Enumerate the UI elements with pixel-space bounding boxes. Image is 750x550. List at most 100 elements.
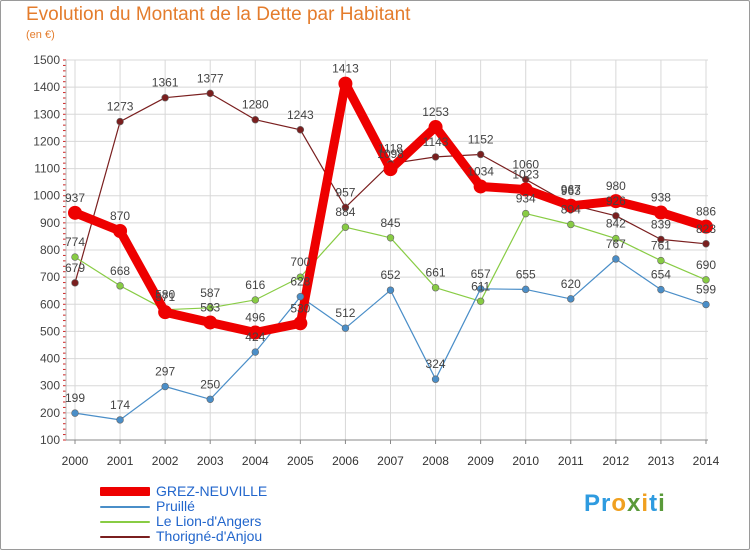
data-label: 679 (65, 261, 85, 275)
data-point (161, 94, 169, 102)
data-point (608, 194, 623, 209)
data-label: 512 (335, 306, 355, 320)
x-tick-label: 2010 (512, 454, 539, 468)
data-label: 700 (290, 255, 310, 269)
y-tick-label: 500 (40, 324, 60, 338)
data-point (612, 234, 620, 243)
logo-letter: t (649, 490, 659, 517)
x-tick-label: 2012 (603, 454, 630, 468)
data-label: 938 (651, 191, 671, 205)
data-point (431, 153, 440, 161)
data-label: 174 (110, 398, 130, 412)
legend-swatch (100, 536, 150, 538)
data-point (518, 182, 533, 197)
data-label: 571 (155, 290, 175, 304)
x-tick-label: 2000 (62, 454, 89, 468)
legend-swatch (100, 506, 150, 508)
legend-label: GREZ-NEUVILLE (156, 483, 268, 499)
legend-item: Thorigné-d'Anjou (100, 528, 320, 544)
chart-legend: GREZ-NEUVILLE Pruillé Le Lion-d'Angers Thor… (100, 483, 320, 544)
data-point (476, 297, 485, 305)
data-point (116, 282, 124, 290)
y-tick-label: 1200 (33, 134, 60, 148)
data-point (116, 416, 124, 424)
data-label: 1023 (512, 167, 539, 181)
x-tick-label: 2014 (693, 454, 720, 468)
x-tick-label: 2004 (242, 454, 269, 468)
data-point (341, 203, 350, 212)
x-tick-label: 2002 (152, 454, 179, 468)
y-tick-label: 1400 (33, 80, 60, 94)
x-tick-label: 2003 (197, 454, 224, 468)
data-label: 926 (606, 194, 626, 208)
data-point (113, 224, 128, 238)
y-tick-label: 400 (40, 352, 60, 366)
legend-swatch (100, 521, 150, 523)
data-label: 628 (290, 275, 310, 289)
data-label: 980 (606, 179, 626, 193)
line-chart: 100 200 300 400 500 600 700 800 900 1000 1100 1200 1… (33, 53, 720, 468)
y-tick-label: 800 (40, 243, 60, 257)
data-point (71, 279, 79, 287)
data-label: 661 (426, 266, 446, 280)
data-point (206, 304, 214, 312)
data-label: 1060 (512, 157, 539, 171)
logo-letter: x (627, 490, 642, 517)
data-point (702, 240, 710, 248)
data-label: 967 (561, 183, 581, 197)
data-label: 657 (471, 267, 491, 281)
y-tick-label: 200 (40, 406, 60, 420)
data-label: 842 (606, 217, 626, 231)
data-label: 870 (110, 209, 130, 223)
data-point (699, 219, 713, 234)
data-label: 839 (651, 217, 671, 231)
data-point (206, 89, 214, 98)
legend-label: Le Lion-d'Angers (156, 513, 262, 529)
data-label: 530 (290, 301, 310, 315)
data-point (476, 150, 485, 159)
y-tick-label: 100 (40, 433, 60, 447)
data-label: 1034 (467, 164, 494, 178)
data-point (612, 212, 620, 220)
y-tick-label: 900 (40, 216, 60, 230)
data-label: 894 (561, 202, 581, 216)
data-label: 957 (335, 185, 355, 199)
data-point (338, 76, 353, 91)
data-label: 533 (200, 300, 220, 314)
data-label: 1361 (152, 76, 179, 90)
data-label: 652 (380, 268, 400, 282)
data-point (383, 162, 398, 177)
data-label: 599 (696, 283, 716, 297)
logo-letter: i (641, 490, 650, 517)
data-point (428, 120, 443, 135)
data-label: 1243 (287, 108, 314, 122)
x-tick-label: 2013 (648, 454, 675, 468)
legend-label: Thorigné-d'Anjou (156, 528, 263, 544)
x-tick-label: 2005 (287, 454, 314, 468)
chart-unit-subtitle: (en €) (26, 29, 55, 41)
data-point (296, 273, 305, 281)
data-point (431, 375, 440, 383)
data-point (431, 284, 440, 292)
y-tick-label: 1300 (33, 107, 60, 121)
y-tick-label: 1100 (34, 162, 60, 176)
data-label: 587 (200, 286, 220, 300)
data-label: 668 (110, 264, 130, 278)
data-point (612, 255, 620, 263)
x-tick-label: 2011 (558, 454, 584, 468)
data-point (386, 286, 395, 294)
data-point (476, 285, 485, 293)
x-tick-label: 2006 (332, 454, 359, 468)
data-label: 1152 (468, 132, 494, 146)
data-point (341, 223, 350, 231)
data-point (563, 198, 578, 213)
data-point (522, 285, 530, 294)
data-label: 963 (561, 184, 581, 198)
data-label: 496 (245, 311, 265, 325)
x-tick-label: 2009 (467, 454, 494, 468)
y-tick-label: 1000 (33, 189, 60, 203)
data-label: 611 (471, 279, 490, 293)
data-point (251, 116, 259, 124)
y-tick-label: 700 (40, 270, 60, 284)
data-point (293, 316, 308, 331)
